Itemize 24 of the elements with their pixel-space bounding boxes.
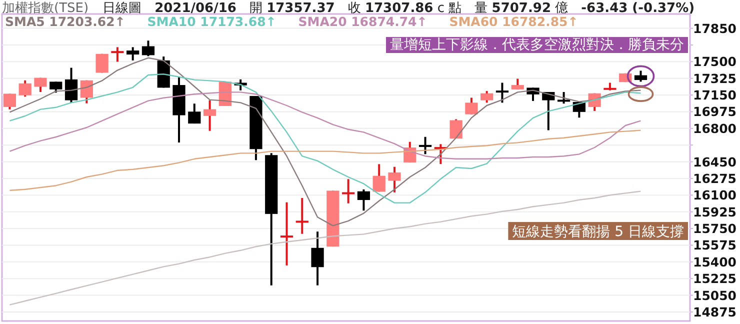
annotation: 短線走勢看翻揚 5 日線支撐: [512, 224, 684, 240]
y-tick-label: 15925: [693, 204, 736, 220]
chart-title: 加權指數(TSE): [2, 1, 89, 16]
y-tick-label: 15225: [693, 271, 736, 286]
y-tick-label: 16975: [693, 104, 736, 120]
line-series: [9, 190, 642, 306]
y-tick-label: 15400: [693, 254, 737, 270]
y-tick-label: 14875: [693, 304, 736, 320]
text: 日線圖 2021/06/16 開 17357.37 收 17307.86 c 點 量 5707.92 億 -63.43 (-0.37%): [102, 1, 695, 16]
y-tick-label: 16800: [693, 120, 737, 136]
line-series: [9, 130, 642, 191]
annotation: 量增短上下影線．代表多空激烈對決．勝負未分: [386, 37, 688, 53]
legend: SMA5 17203.62↑ SMA10 17173.68↑ SMA20 16874.74↑ SMA60 16782.85↑: [5, 14, 578, 29]
y-tick-label: 17850: [693, 20, 737, 36]
y-tick-label: 15750: [693, 221, 737, 236]
y-tick-label: 16275: [693, 170, 736, 186]
y-tick-label: 16100: [693, 188, 737, 203]
y-tick-label: 15575: [693, 238, 736, 253]
y-tick-label: 15050: [693, 288, 737, 303]
y-tick-label: 17500: [693, 54, 737, 70]
y-tick-label: 16450: [693, 154, 737, 170]
annotation: 短線走勢看翻揚 5 日線支撐: [508, 222, 688, 240]
y-tick-label: 17150: [693, 88, 737, 103]
y-tick-label: 17325: [693, 70, 736, 86]
